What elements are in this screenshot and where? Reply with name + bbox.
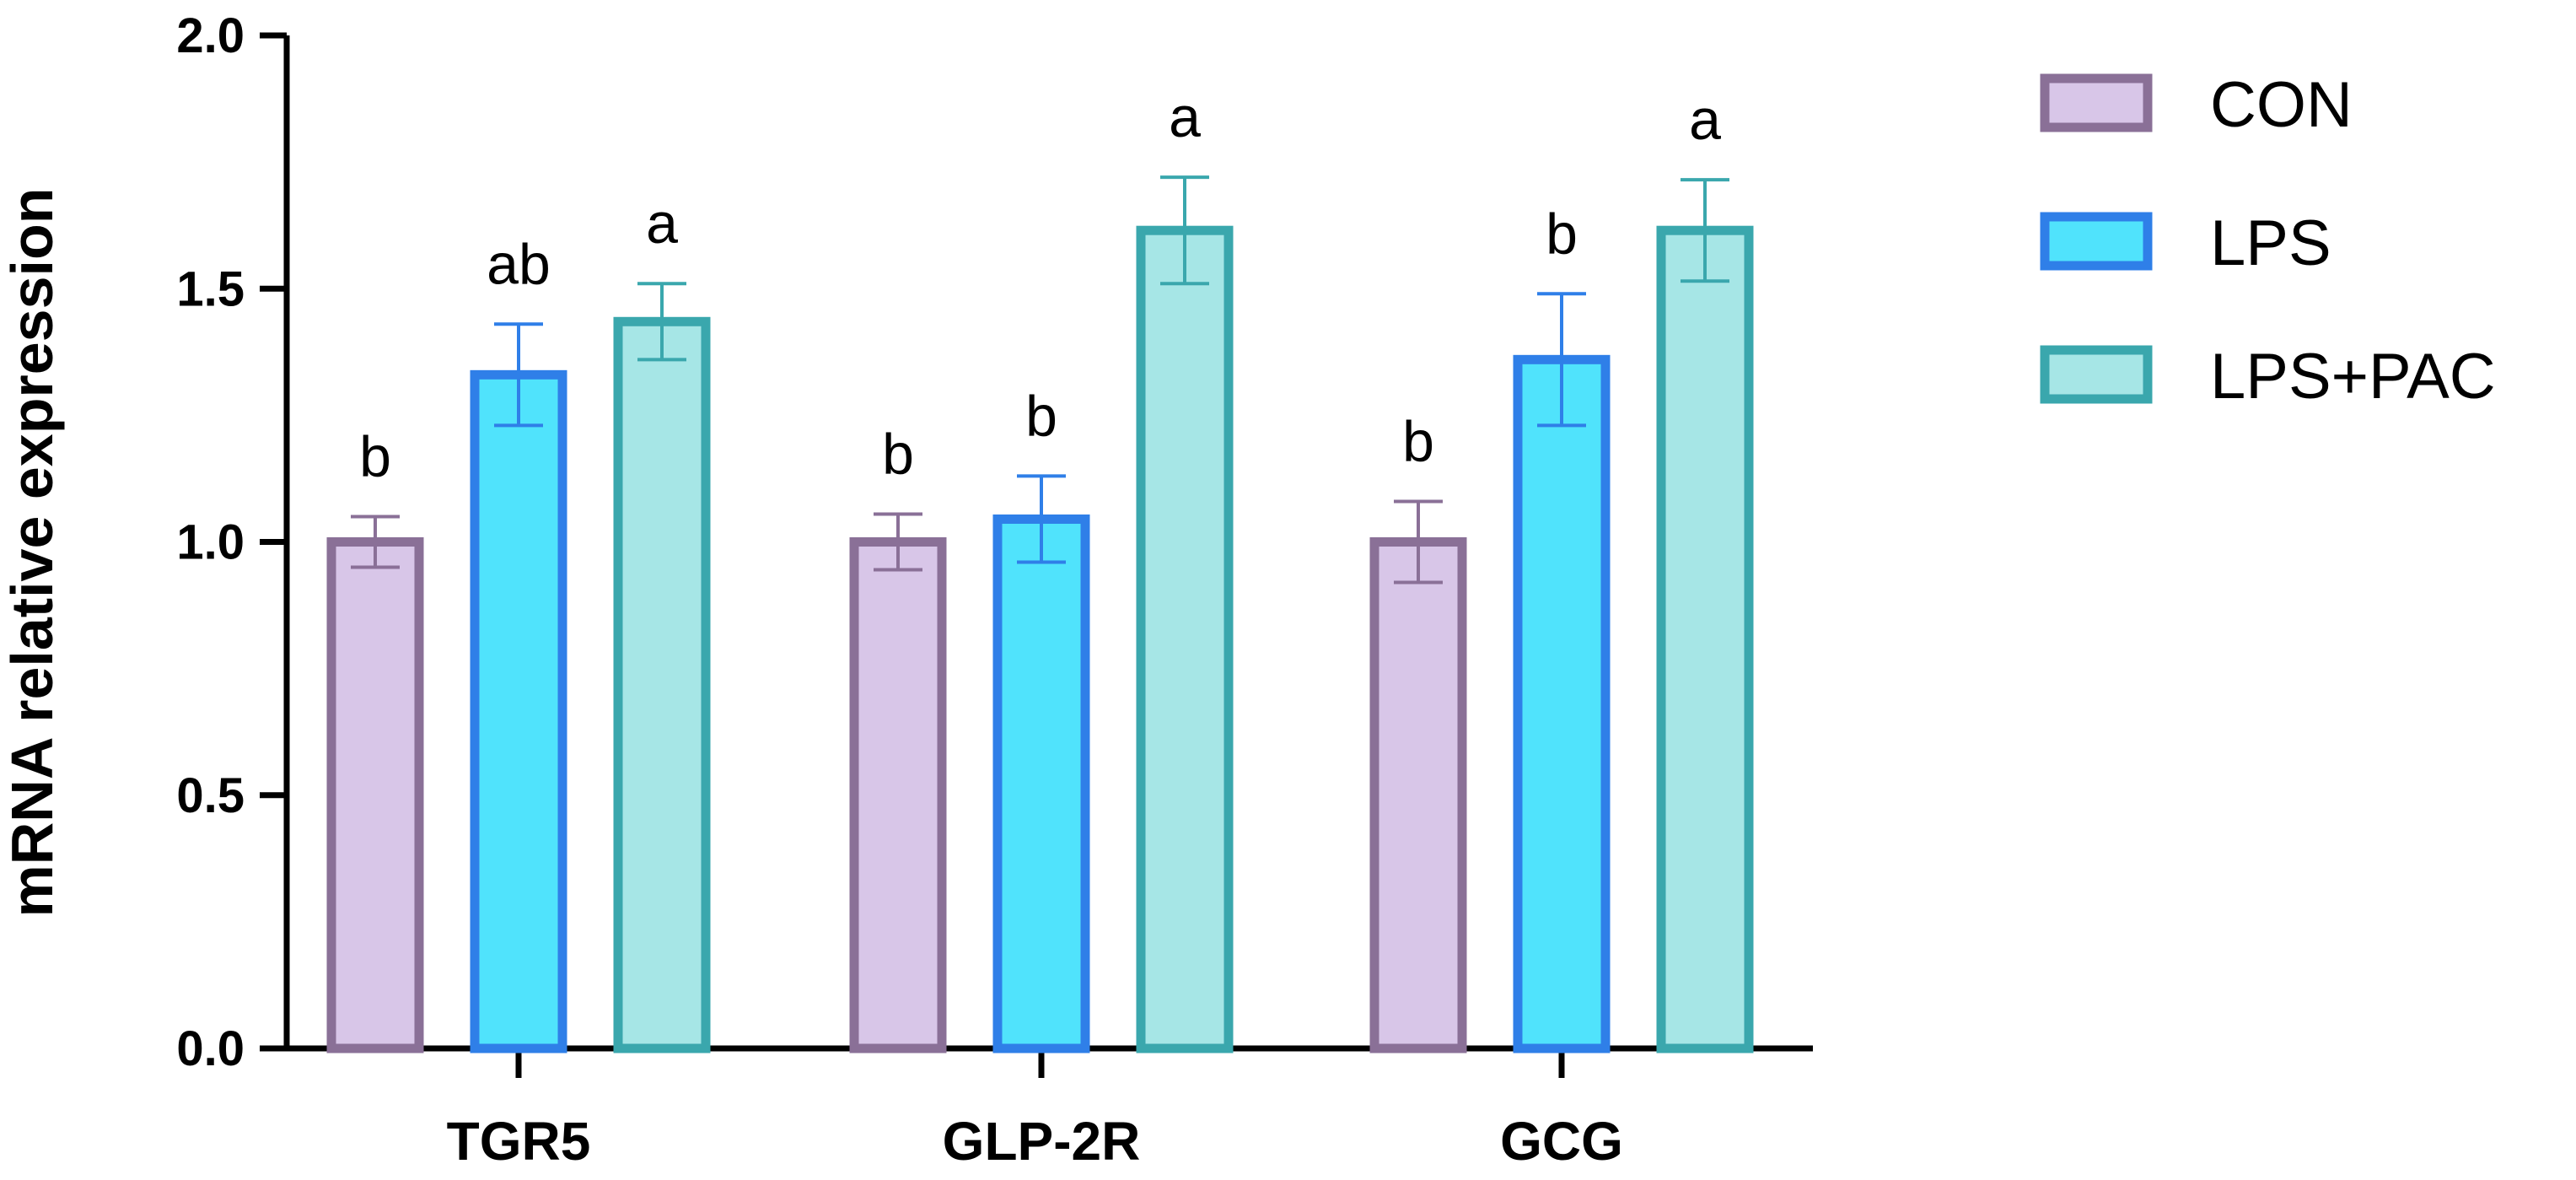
y-tick-label: 1.5 <box>176 261 245 316</box>
bar <box>1369 537 1467 1053</box>
significance-label: b <box>882 422 914 486</box>
significance-label: b <box>1025 384 1057 448</box>
bar <box>1513 354 1611 1053</box>
labels: TGR5 b ab a GLP-2R b b a GCG b b a <box>359 85 1721 1172</box>
y-tick-label: 1.0 <box>176 515 245 570</box>
bar <box>470 369 567 1053</box>
bar <box>992 514 1090 1053</box>
significance-label: a <box>1689 88 1721 152</box>
significance-label: b <box>1546 202 1578 266</box>
legend-label: CON <box>2210 69 2353 141</box>
bar <box>326 537 424 1053</box>
bars <box>326 175 1754 1053</box>
y-axis-title: mRNA relative expression <box>0 188 65 918</box>
legend: CON LPS LPS+PAC <box>2040 69 2496 412</box>
legend-swatch <box>2040 212 2153 271</box>
y-tick-label: 0.5 <box>176 768 245 823</box>
y-tick-label: 2.0 <box>176 8 245 63</box>
significance-label: b <box>359 424 391 488</box>
legend-label: LPS+PAC <box>2210 341 2496 412</box>
significance-label: a <box>1169 85 1201 149</box>
legend-label: LPS <box>2210 207 2331 279</box>
y-tick-label: 0.0 <box>176 1021 245 1076</box>
bar <box>1656 225 1754 1053</box>
significance-label: a <box>646 191 678 256</box>
bar <box>1136 225 1234 1053</box>
bar <box>613 316 711 1053</box>
bar <box>849 537 947 1053</box>
significance-label: b <box>1402 409 1434 473</box>
x-category-label: GCG <box>1500 1111 1623 1172</box>
significance-label: ab <box>487 232 551 296</box>
legend-swatch <box>2040 73 2153 132</box>
x-category-label: TGR5 <box>447 1111 591 1172</box>
x-category-label: GLP-2R <box>943 1111 1141 1172</box>
legend-swatch <box>2040 345 2153 404</box>
